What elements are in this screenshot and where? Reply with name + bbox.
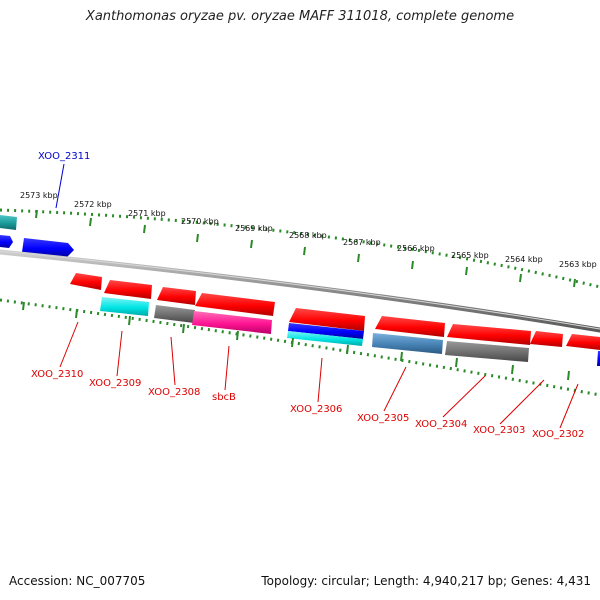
gene-arrow-xoo-2305 xyxy=(375,316,445,337)
gene-label-xoo-2303: XOO_2303 xyxy=(473,425,525,436)
connector-xoo-2308 xyxy=(170,336,176,386)
gene-arrow-xoo-2311 xyxy=(22,238,74,257)
scale-label: 2573 kbp xyxy=(20,191,58,200)
genome-backbone xyxy=(0,249,600,333)
gene-label-sbcb: sbcB xyxy=(212,392,236,403)
gene-arrow-xoo-2308-a xyxy=(157,287,196,305)
scale-tick xyxy=(35,209,38,219)
scale-labels: 2573 kbp 2572 kbp 2571 kbp 2570 kbp 2569… xyxy=(20,191,597,269)
top-tick-row xyxy=(0,208,600,289)
top-dotted-track xyxy=(0,208,600,289)
scale-tick xyxy=(22,301,25,311)
scale-tick xyxy=(196,233,199,243)
scale-tick xyxy=(128,315,131,326)
connector-xoo-2302 xyxy=(559,383,579,429)
connector-xoo-2309 xyxy=(116,330,123,377)
scale-label: 2567 kbp xyxy=(343,238,381,247)
scale-label: 2571 kbp xyxy=(128,209,166,218)
gene-bar-magenta xyxy=(192,311,272,334)
connector-xoo-2310 xyxy=(59,321,79,368)
scale-tick xyxy=(411,260,414,270)
gene-label-xoo-2302: XOO_2302 xyxy=(532,429,584,440)
gene-label-connectors xyxy=(59,321,579,429)
gene-label-xoo-2304: XOO_2304 xyxy=(415,419,467,430)
gene-arrow-xoo-2306 xyxy=(289,308,365,331)
connector-xoo-2305 xyxy=(383,366,407,412)
scale-label: 2566 kbp xyxy=(397,244,435,253)
scale-tick xyxy=(567,370,570,381)
upper-genes xyxy=(0,215,74,257)
bottom-tick-row xyxy=(0,298,600,397)
scale-tick xyxy=(519,273,522,283)
connector-xoo-2303 xyxy=(499,379,545,425)
scale-label: 2569 kbp xyxy=(235,224,273,233)
gene-label-xoo-2306: XOO_2306 xyxy=(290,404,342,415)
gene-label-xoo-2309: XOO_2309 xyxy=(89,378,141,389)
scale-tick xyxy=(89,217,92,227)
scale-tick xyxy=(75,308,78,319)
gene-arrow-teal xyxy=(0,215,17,230)
gene-label-xoo-2311: XOO_2311 xyxy=(38,151,90,162)
scale-tick xyxy=(291,337,294,348)
scale-tick xyxy=(182,323,185,334)
connector-xoo-2304 xyxy=(442,375,486,418)
scale-label: 2565 kbp xyxy=(451,251,489,260)
gene-label-xoo-2305: XOO_2305 xyxy=(357,413,409,424)
lower-genes-row2 xyxy=(100,297,600,366)
scale-label: 2563 kbp xyxy=(559,260,597,269)
scale-label: 2572 kbp xyxy=(74,200,112,209)
scale-tick xyxy=(573,278,576,288)
scale-tick xyxy=(455,357,458,368)
gene-bar-gray xyxy=(154,305,195,323)
gene-label-xoo-2310: XOO_2310 xyxy=(31,369,83,380)
scale-tick xyxy=(143,224,146,234)
scale-tick xyxy=(250,239,253,249)
gene-bar-blue xyxy=(288,323,364,339)
scale-tick xyxy=(511,364,514,375)
gene-labels: XOO_2310 XOO_2309 XOO_2308 sbcB XOO_2306… xyxy=(31,369,584,440)
page-title: Xanthomonas oryzae pv. oryzae MAFF 31101… xyxy=(85,9,515,24)
gene-arrow-xoo-2309 xyxy=(104,280,152,299)
scale-tick xyxy=(236,330,239,341)
scale-tick xyxy=(357,253,360,263)
scale-label: 2568 kbp xyxy=(289,231,327,240)
gene-arrow-xoo-2303 xyxy=(530,331,563,347)
gene-arrow-xoo-2302 xyxy=(566,334,600,350)
gene-arrow-blue xyxy=(0,235,13,248)
lower-genes-row1 xyxy=(70,273,600,350)
bottom-dotted-track xyxy=(0,298,600,397)
gene-bar-gray-2 xyxy=(445,341,529,362)
scale-label: 2564 kbp xyxy=(505,255,543,264)
connector-xoo-2306 xyxy=(317,357,323,403)
gene-arrow-xoo-2304 xyxy=(447,324,531,345)
gene-arrow-xoo-2310 xyxy=(70,273,102,290)
scale-tick xyxy=(303,246,306,256)
gene-bar-cyan xyxy=(100,297,149,316)
scale-tick xyxy=(400,351,403,362)
gene-bar-cyan-2 xyxy=(287,331,363,346)
gene-label-connector xyxy=(55,163,65,209)
scale-tick xyxy=(465,266,468,276)
scale-label: 2570 kbp xyxy=(181,217,219,226)
backbone-highlight xyxy=(0,250,600,330)
genome-summary: Topology: circular; Length: 4,940,217 bp… xyxy=(261,574,591,588)
gene-arrow-sbcb xyxy=(195,293,275,316)
scale-tick xyxy=(346,344,349,355)
accession-label: Accession: NC_007705 xyxy=(9,574,146,588)
gene-bar-steel xyxy=(372,333,443,354)
gene-label-xoo-2308: XOO_2308 xyxy=(148,387,200,398)
gene-bar-blue-edge xyxy=(597,351,600,366)
connector-sbcb xyxy=(224,345,230,391)
